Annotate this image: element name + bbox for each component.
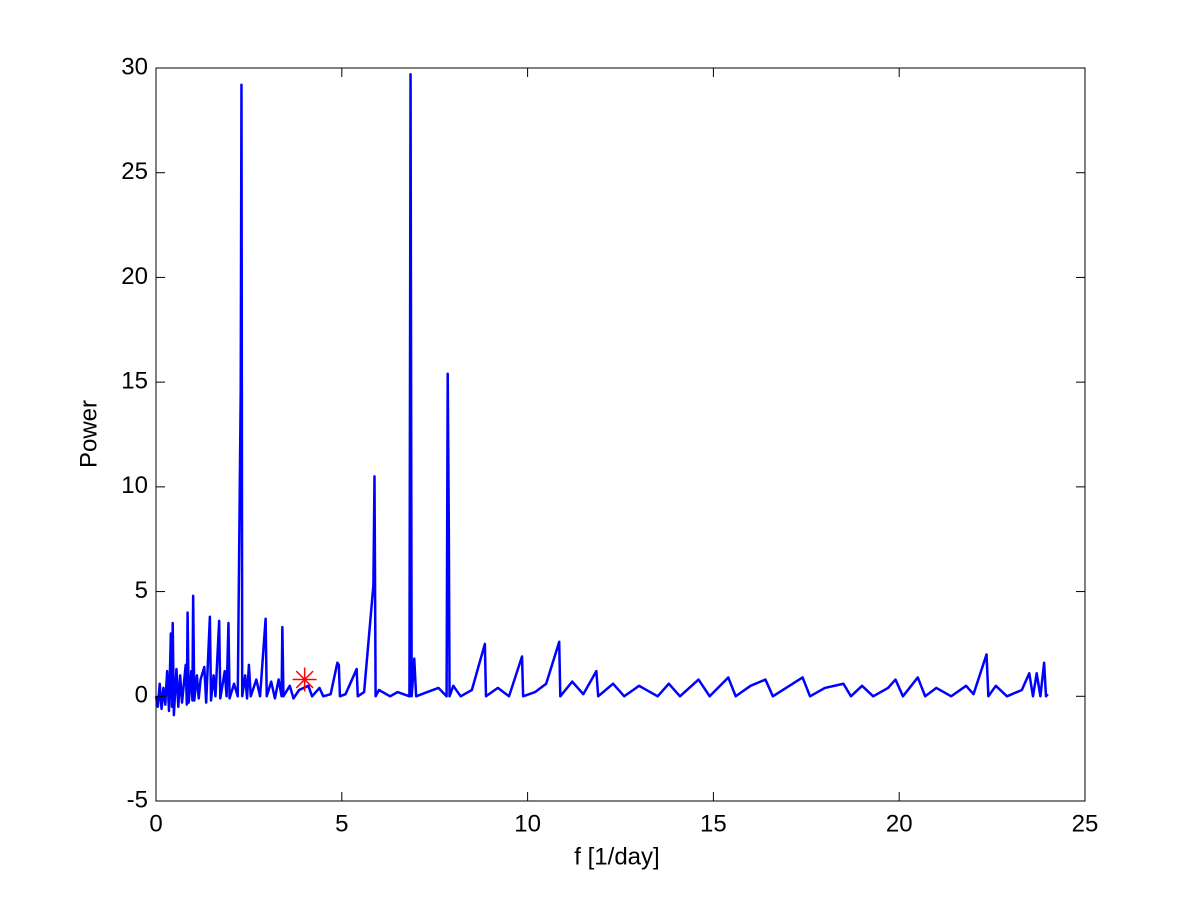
plot-frame	[155, 67, 1086, 802]
marker	[292, 667, 317, 692]
y-tick-label: -5	[127, 786, 148, 813]
y-tick-label: 10	[121, 472, 148, 499]
y-axis-label: Power	[75, 400, 102, 468]
x-tick-label: 0	[149, 810, 162, 837]
y-tick-label: 15	[121, 367, 148, 394]
x-tick-label: 5	[335, 810, 348, 837]
y-tick-label: 5	[135, 577, 148, 604]
x-tick-label: 15	[700, 810, 727, 837]
x-axis-label: f [1/day]	[574, 843, 659, 870]
marker-stroke	[295, 670, 314, 689]
y-tick-label: 25	[121, 158, 148, 185]
x-tick-label: 25	[1072, 810, 1099, 837]
y-tick-label: 20	[121, 263, 148, 290]
y-tick-label: 30	[121, 53, 148, 80]
x-tick-label: 20	[886, 810, 913, 837]
data-line	[154, 73, 1049, 717]
x-tick-label: 10	[514, 810, 541, 837]
y-tick-label: 0	[135, 682, 148, 709]
